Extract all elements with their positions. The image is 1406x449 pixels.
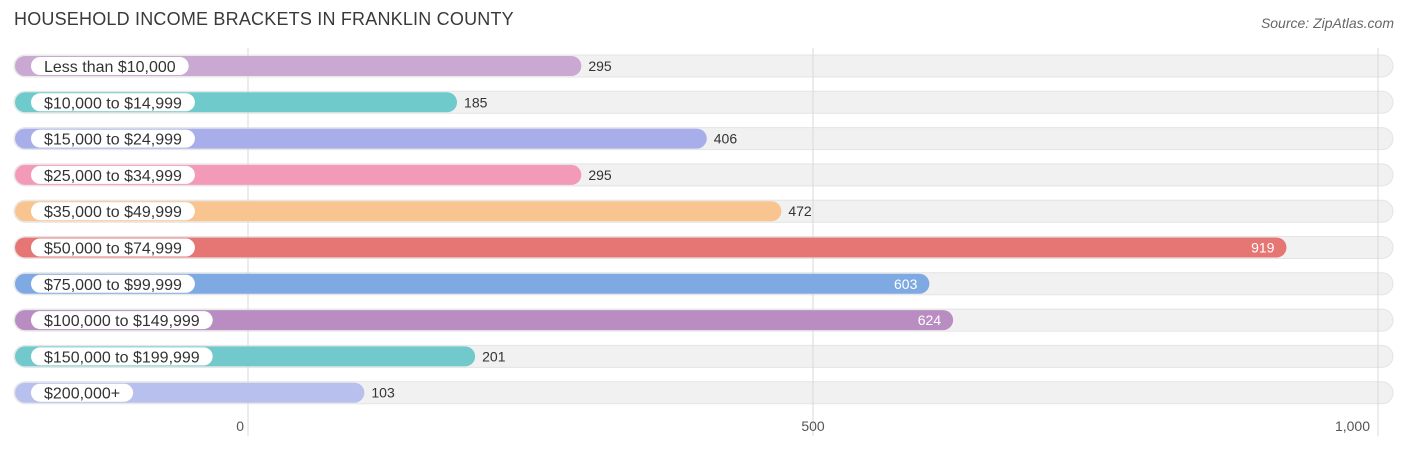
category-pill [31,165,195,184]
bar [15,273,930,294]
bars-layer: Less than $10,000 295 $10,000 to $14,999 18… [15,56,1287,403]
value-label: 295 [588,58,612,74]
category-pill [31,93,195,112]
category-pill [31,129,195,148]
value-label: 406 [714,131,738,147]
category-pill [31,202,195,221]
category-pill [31,347,213,366]
category-label: $200,000+ [44,386,120,403]
bar [15,310,954,331]
bar-row: $10,000 to $14,999 185 [15,92,488,113]
value-label: 185 [464,94,488,110]
x-tick-label: 1,000 [1335,418,1370,434]
category-label: $10,000 to $14,999 [44,95,182,112]
value-label: 472 [788,203,812,219]
category-label: $100,000 to $149,999 [44,313,200,330]
bar-row: $50,000 to $74,999 919 [15,237,1287,258]
category-pill [31,311,213,330]
bar-row: $150,000 to $199,999 201 [15,346,506,367]
category-label: $50,000 to $74,999 [44,241,182,258]
bar-row: $15,000 to $24,999 406 [15,128,738,149]
bar [15,201,782,222]
ticks-layer: 0 500 1,000 [236,418,1370,434]
chart-title: HOUSEHOLD INCOME BRACKETS IN FRANKLIN CO… [14,9,514,29]
value-label: 295 [588,167,612,183]
bar-row: Less than $10,000 295 [15,56,612,76]
category-label: $35,000 to $49,999 [44,204,182,221]
bar-row: $100,000 to $149,999 624 [15,310,954,331]
x-tick-label: 500 [801,418,825,434]
value-label: 201 [482,348,506,364]
category-label: $15,000 to $24,999 [44,132,182,149]
bar-row: $75,000 to $99,999 603 [15,273,930,294]
bar [15,237,1287,258]
bar-row: $200,000+ 103 [15,382,395,403]
value-label: 103 [371,385,395,401]
value-label: 603 [894,276,918,292]
bar-row: $25,000 to $34,999 295 [15,164,612,185]
category-label: $75,000 to $99,999 [44,277,182,294]
category-pill [31,238,195,257]
category-pill [31,57,189,75]
value-label: 624 [918,312,942,328]
category-pill [31,274,195,293]
bar-row: $35,000 to $49,999 472 [15,201,812,222]
category-pill [31,383,134,402]
x-tick-label: 0 [236,418,244,434]
source-label: Source: ZipAtlas.com [1260,15,1394,31]
category-label: Less than $10,000 [44,59,176,76]
value-label: 919 [1251,240,1275,256]
category-label: $25,000 to $34,999 [44,168,182,185]
category-label: $150,000 to $199,999 [44,349,200,366]
